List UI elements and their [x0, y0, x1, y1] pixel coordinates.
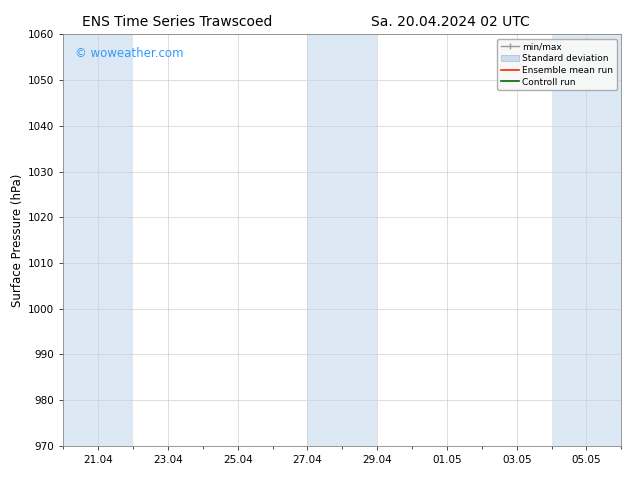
Text: ENS Time Series Trawscoed: ENS Time Series Trawscoed [82, 15, 273, 29]
Text: Sa. 20.04.2024 02 UTC: Sa. 20.04.2024 02 UTC [371, 15, 529, 29]
Text: © woweather.com: © woweather.com [75, 47, 183, 60]
Bar [307, 34, 377, 446]
Bar [63, 34, 133, 446]
Bar [552, 34, 621, 446]
Legend: min/max, Standard deviation, Ensemble mean run, Controll run: min/max, Standard deviation, Ensemble me… [497, 39, 617, 90]
Y-axis label: Surface Pressure (hPa): Surface Pressure (hPa) [11, 173, 24, 307]
